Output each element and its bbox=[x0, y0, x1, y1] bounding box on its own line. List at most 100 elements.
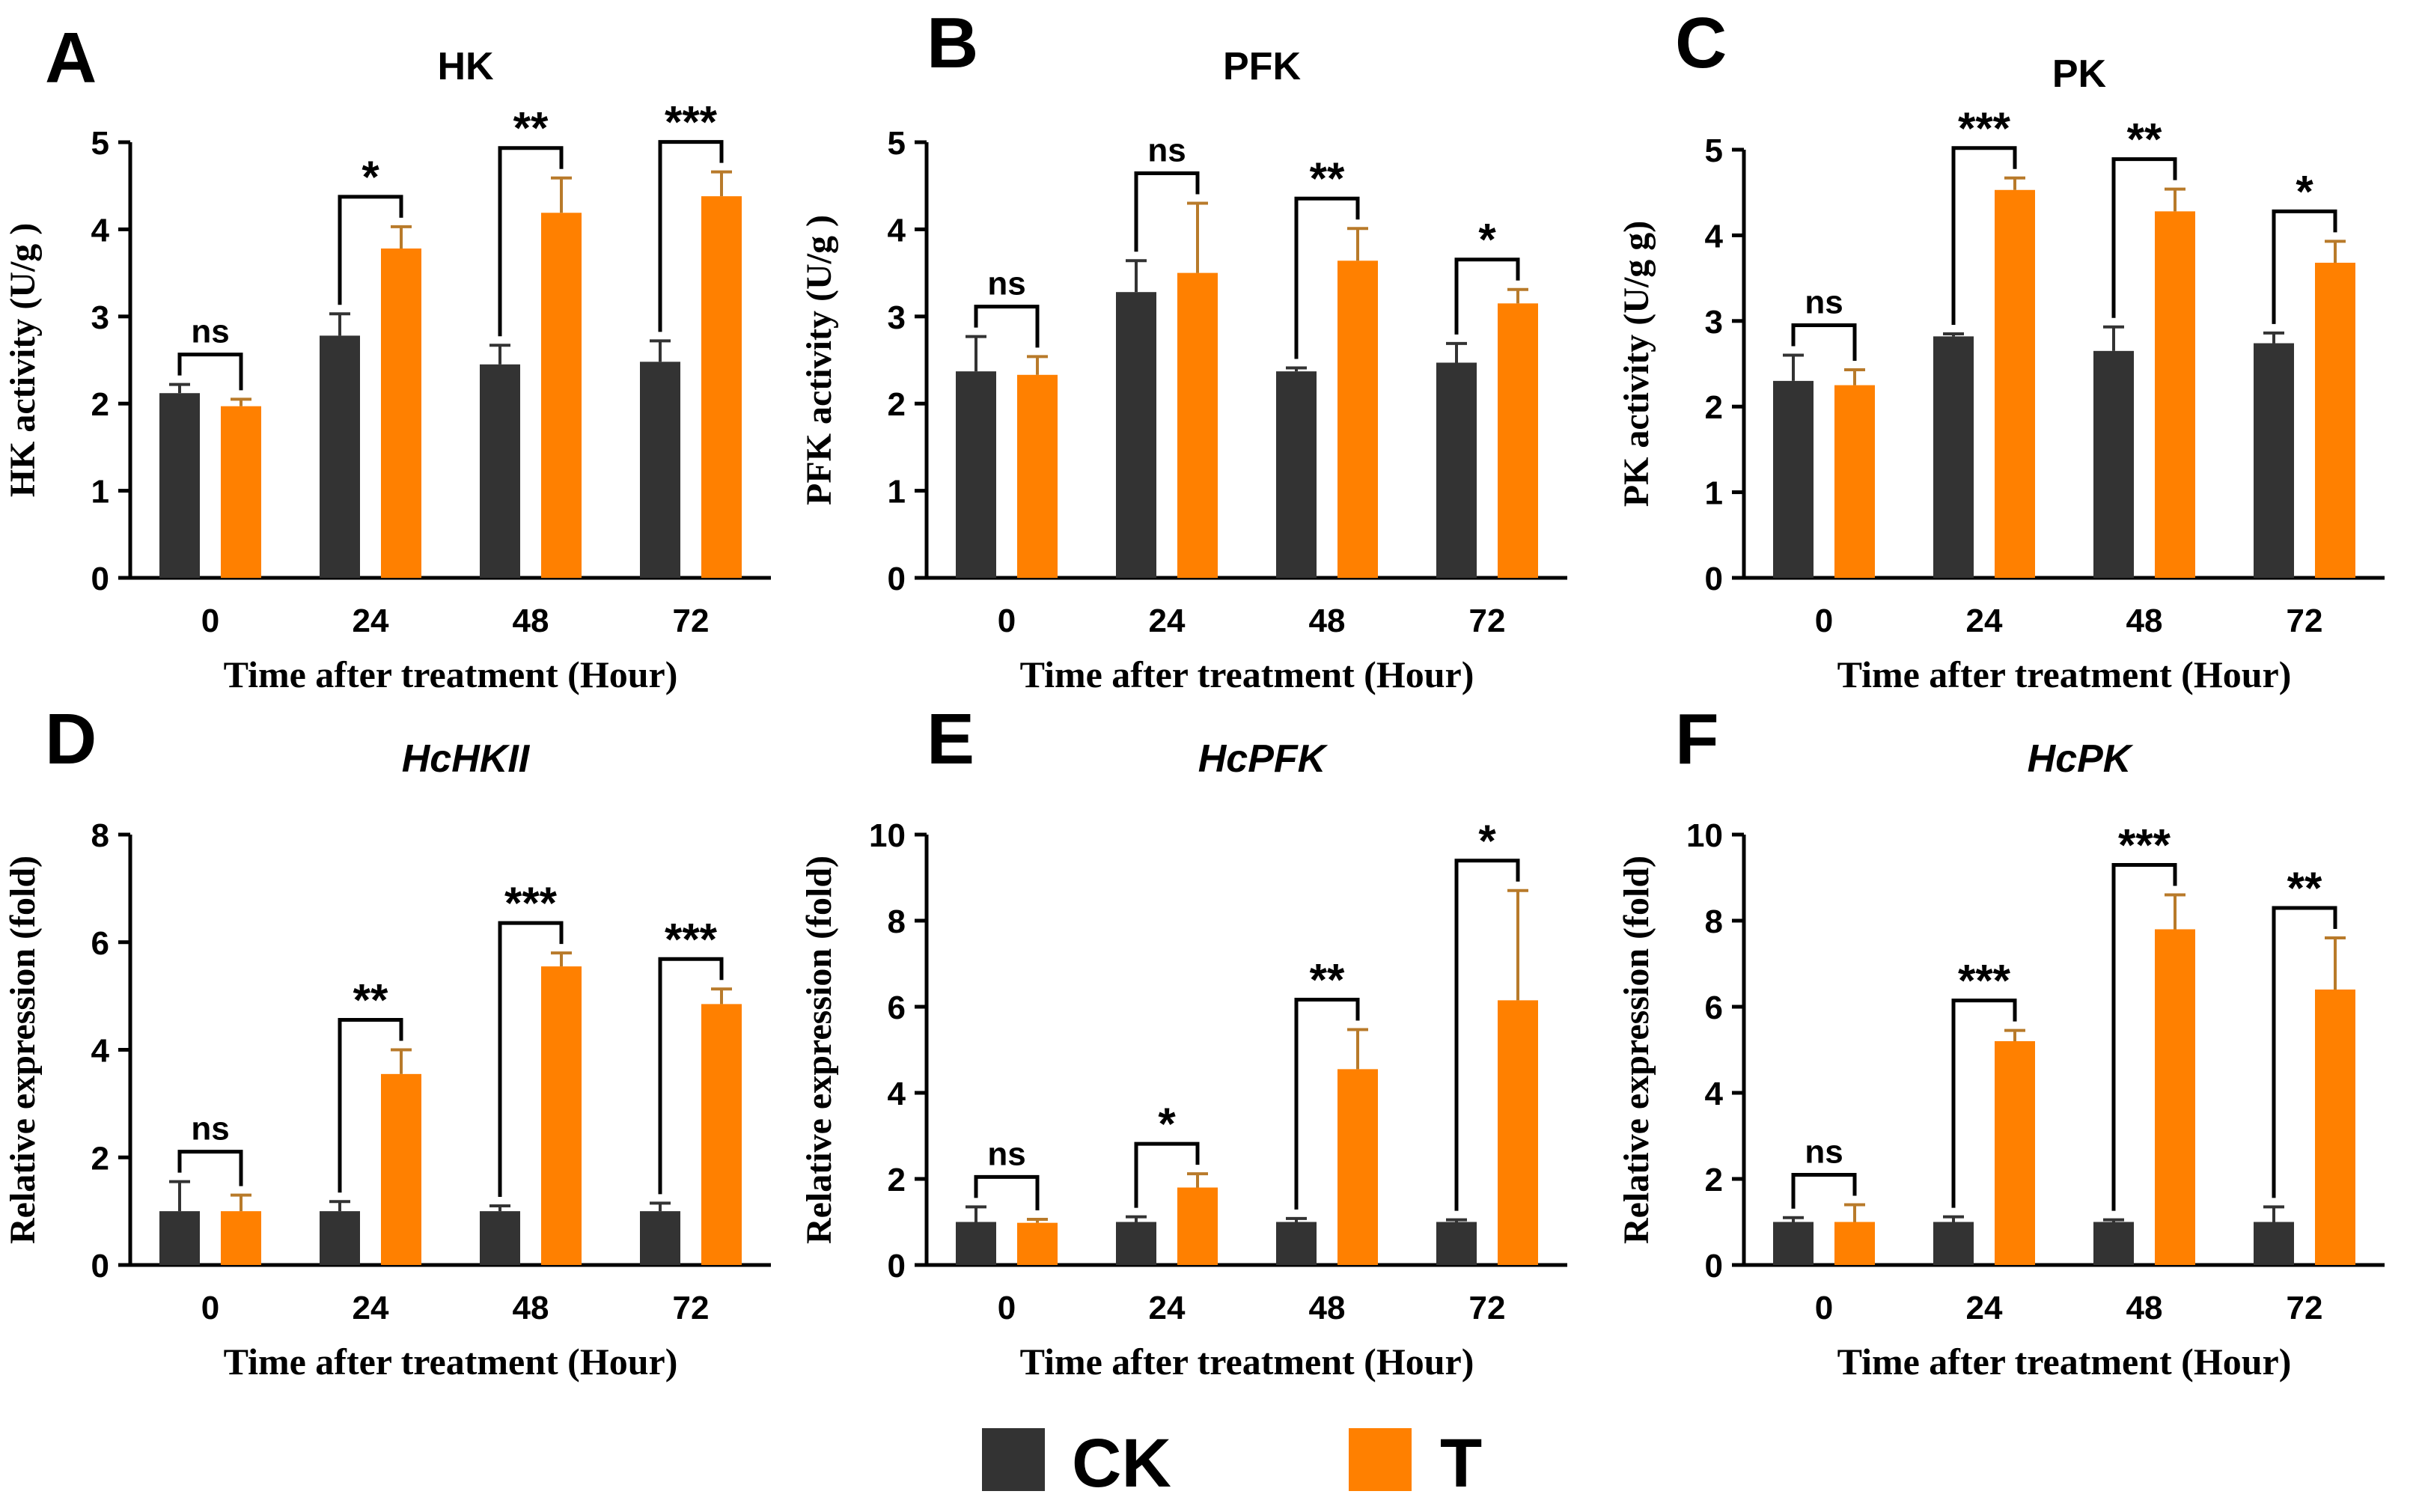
y-tick-label: 5 bbox=[1705, 132, 1723, 169]
bracket-line bbox=[1294, 196, 1360, 359]
significance-label: *** bbox=[2118, 820, 2171, 871]
x-tick-label: 48 bbox=[1309, 1290, 1346, 1326]
bracket-line bbox=[2111, 157, 2177, 318]
legend-label-ck: CK bbox=[1072, 1425, 1171, 1502]
panel-letter: F bbox=[1675, 699, 1719, 779]
significance-bracket: ns bbox=[974, 1135, 1040, 1211]
significance-bracket: ns bbox=[974, 266, 1040, 348]
x-axis-label: Time after treatment (Hour) bbox=[1837, 653, 2292, 695]
bar-t bbox=[1498, 303, 1538, 578]
bar-ck bbox=[1773, 380, 1814, 578]
bar-t bbox=[2315, 990, 2355, 1265]
panel-letter: D bbox=[45, 699, 97, 779]
chart-title: HcHKII bbox=[402, 737, 531, 781]
significance-label: ns bbox=[987, 1135, 1025, 1172]
bar-ck bbox=[1436, 1222, 1477, 1265]
bracket-line bbox=[1951, 999, 2017, 1208]
x-tick-label: 48 bbox=[513, 1290, 549, 1326]
y-tick-label: 8 bbox=[1705, 903, 1723, 940]
significance-bracket: ** bbox=[2272, 863, 2337, 1198]
bracket-line bbox=[974, 1174, 1040, 1211]
y-tick-label: 6 bbox=[888, 990, 906, 1026]
y-axis-label: HK activity (U/g ) bbox=[3, 223, 43, 498]
bar-t bbox=[381, 249, 421, 578]
bracket-line bbox=[2111, 863, 2177, 1211]
y-tick-label: 4 bbox=[888, 212, 906, 249]
bar-t bbox=[2155, 929, 2195, 1265]
x-tick-label: 24 bbox=[1966, 603, 2003, 639]
x-tick-label: 0 bbox=[1815, 603, 1833, 639]
significance-bracket: ** bbox=[2111, 115, 2177, 318]
y-tick-label: 3 bbox=[1705, 304, 1723, 341]
bracket-line bbox=[1791, 1173, 1857, 1209]
x-tick-label: 48 bbox=[2126, 1290, 2163, 1326]
y-tick-label: 2 bbox=[1705, 1162, 1723, 1198]
x-tick-label: 48 bbox=[2126, 603, 2163, 639]
y-tick-label: 3 bbox=[91, 299, 109, 336]
bar-ck bbox=[1116, 292, 1156, 578]
bar-t bbox=[1017, 374, 1058, 578]
y-tick-label: 1 bbox=[1705, 475, 1723, 512]
bar-ck bbox=[1933, 1222, 1974, 1265]
significance-bracket: *** bbox=[2111, 820, 2177, 1211]
bar-t bbox=[221, 1211, 261, 1265]
y-tick-label: 4 bbox=[1705, 218, 1724, 254]
y-tick-label: 4 bbox=[1705, 1076, 1724, 1112]
bar-ck bbox=[320, 335, 360, 578]
x-axis-label: Time after treatment (Hour) bbox=[224, 653, 678, 695]
bracket-line bbox=[338, 195, 403, 305]
x-tick-label: 24 bbox=[1966, 1290, 2003, 1326]
x-tick-label: 72 bbox=[2287, 1290, 2323, 1326]
bar-t bbox=[701, 1004, 742, 1265]
significance-bracket: ns bbox=[1134, 132, 1200, 252]
significance-bracket: ns bbox=[1791, 284, 1857, 362]
bar-ck bbox=[1933, 336, 1974, 578]
significance-label: ns bbox=[1805, 1134, 1843, 1171]
bar-ck bbox=[2093, 350, 2134, 578]
significance-bracket: ns bbox=[177, 314, 243, 391]
bar-t bbox=[1995, 189, 2035, 578]
bar-t bbox=[1017, 1222, 1058, 1265]
chart-title: PFK bbox=[1223, 45, 1301, 88]
significance-label: ** bbox=[353, 975, 388, 1025]
bar-t bbox=[1337, 260, 1378, 578]
y-tick-label: 6 bbox=[1705, 990, 1723, 1026]
bar-ck bbox=[1436, 362, 1477, 578]
panel-letter: C bbox=[1675, 3, 1727, 83]
bar-ck bbox=[1116, 1222, 1156, 1265]
bracket-line bbox=[974, 305, 1040, 348]
x-tick-label: 0 bbox=[201, 1290, 219, 1326]
y-tick-label: 10 bbox=[869, 817, 906, 854]
significance-label: * bbox=[2296, 166, 2313, 216]
significance-label: * bbox=[1478, 215, 1496, 265]
significance-bracket: * bbox=[1134, 1099, 1200, 1208]
significance-label: * bbox=[1158, 1099, 1176, 1149]
significance-bracket: *** bbox=[498, 878, 564, 1197]
y-tick-label: 2 bbox=[888, 386, 906, 423]
bar-ck bbox=[956, 1222, 996, 1265]
bar-t bbox=[2155, 211, 2195, 578]
y-tick-label: 4 bbox=[91, 212, 110, 249]
bar-t bbox=[701, 196, 742, 578]
bracket-line bbox=[498, 921, 564, 1197]
significance-label: *** bbox=[665, 97, 718, 147]
significance-bracket: ** bbox=[338, 975, 403, 1193]
significance-label: ns bbox=[191, 1111, 229, 1147]
significance-bracket: *** bbox=[1951, 956, 2017, 1208]
bar-ck bbox=[640, 362, 680, 578]
significance-bracket: ** bbox=[1294, 954, 1360, 1210]
x-tick-label: 0 bbox=[998, 1290, 1016, 1326]
significance-label: ** bbox=[1310, 153, 1345, 204]
bracket-line bbox=[658, 957, 724, 1195]
legend-label-t: T bbox=[1440, 1425, 1482, 1502]
bar-t bbox=[1498, 1000, 1538, 1265]
significance-label: ns bbox=[191, 314, 229, 350]
y-tick-label: 2 bbox=[888, 1162, 906, 1198]
x-tick-label: 72 bbox=[673, 1290, 710, 1326]
significance-bracket: ** bbox=[498, 103, 564, 337]
legend-swatch-ck bbox=[982, 1428, 1045, 1491]
bracket-line bbox=[2272, 906, 2337, 1198]
